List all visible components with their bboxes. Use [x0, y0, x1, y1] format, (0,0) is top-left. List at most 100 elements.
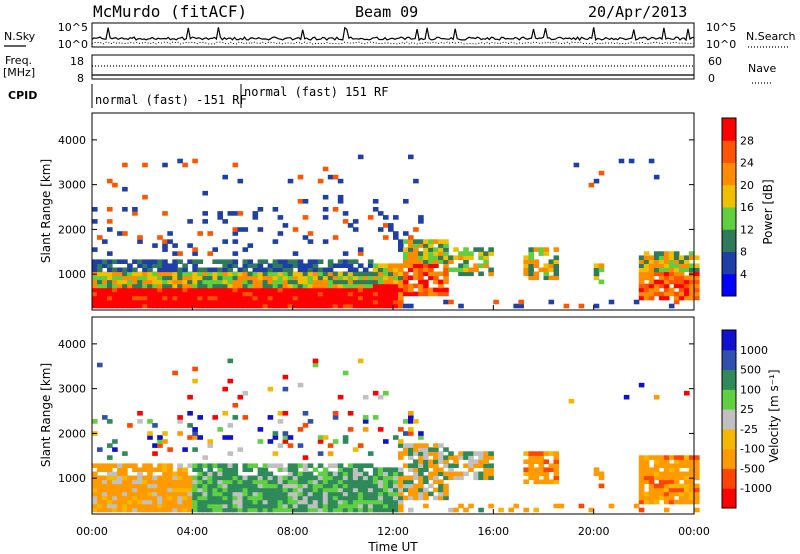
heatmap-cell	[137, 419, 143, 424]
heatmap-cell	[227, 451, 234, 456]
heatmap-cell	[287, 487, 294, 493]
heatmap-cell	[428, 259, 434, 264]
heatmap-cell	[207, 439, 213, 444]
heatmap-cell	[272, 503, 279, 509]
heatmap-cell	[152, 487, 158, 493]
heatmap-cell	[172, 495, 178, 501]
heatmap-cell	[684, 259, 690, 264]
heatmap-cell	[182, 487, 188, 493]
heatmap-cell	[438, 467, 444, 472]
heatmap-cell	[267, 483, 274, 489]
heatmap-cell	[393, 507, 399, 513]
heatmap-cell	[418, 283, 424, 289]
heatmap-cell	[182, 303, 188, 309]
heatmap-cell	[242, 483, 249, 489]
heatmap-cell	[393, 299, 399, 305]
heatmap-cell	[147, 267, 153, 273]
heatmap-cell	[423, 463, 429, 468]
heatmap-cell	[232, 162, 239, 168]
heatmap-cell	[217, 487, 223, 493]
heatmap-cell	[167, 279, 173, 285]
heatmap-cell	[337, 271, 344, 277]
heatmap-cell	[317, 178, 324, 184]
heatmap-cell	[322, 499, 329, 505]
heatmap-cell	[187, 259, 193, 264]
heatmap-cell	[357, 483, 364, 489]
heatmap-cell	[117, 295, 123, 301]
heatmap-cell	[307, 463, 314, 468]
heatmap-cell	[553, 459, 560, 464]
heatmap-cell	[648, 487, 655, 493]
heatmap-cell	[137, 287, 143, 293]
heatmap-cell	[197, 475, 203, 481]
heatmap-cell	[232, 271, 239, 277]
heatmap-cell	[292, 475, 299, 481]
heatmap-cell	[403, 419, 409, 424]
heatmap-cell	[332, 279, 339, 285]
heatmap-cell	[398, 263, 404, 268]
heatmap-cell	[663, 463, 670, 468]
heatmap-cell	[287, 471, 294, 477]
heatmap-cell	[157, 487, 163, 493]
heatmap-cell	[438, 251, 444, 256]
heatmap-cell	[543, 475, 550, 481]
heatmap-cell	[413, 259, 419, 264]
heatmap-cell	[593, 178, 600, 184]
heatmap-cell	[438, 239, 444, 244]
heatmap-cell	[643, 471, 650, 477]
heatmap-cell	[167, 495, 173, 501]
heatmap-cell	[192, 158, 198, 164]
heatmap-cell	[212, 475, 218, 481]
heatmap-cell	[413, 247, 419, 252]
heatmap-cell	[112, 259, 118, 264]
heatmap-cell	[152, 279, 158, 285]
heatmap-cell	[393, 487, 399, 493]
heatmap-cell	[167, 267, 173, 273]
heatmap-cell	[237, 495, 244, 501]
heatmap-cell	[684, 275, 690, 281]
heatmap-cell	[423, 251, 429, 256]
heatmap-cell	[302, 499, 309, 505]
heatmap-cell	[252, 215, 259, 220]
heatmap-cell	[433, 443, 439, 448]
heatmap-cell	[92, 287, 98, 293]
heatmap-cell	[433, 247, 439, 252]
heatmap-cell	[653, 455, 660, 460]
heatmap-cell	[222, 219, 228, 224]
heatmap-cell	[443, 487, 449, 493]
heatmap-cell	[453, 267, 459, 273]
heatmap-cell	[162, 243, 168, 248]
heatmap-cell	[107, 279, 113, 285]
heatmap-cell	[423, 279, 429, 285]
heatmap-cell	[197, 259, 203, 264]
heatmap-cell	[638, 271, 645, 277]
heatmap-cell	[282, 263, 289, 268]
heatmap-cell	[282, 499, 289, 505]
heatmap-cell	[272, 291, 279, 297]
heatmap-cell	[553, 503, 560, 509]
heatmap-cell	[132, 491, 138, 497]
heatmap-cell	[678, 491, 685, 497]
heatmap-cell	[122, 275, 128, 281]
heatmap-cell	[588, 182, 595, 188]
heatmap-cell	[177, 291, 183, 297]
heatmap-cell	[458, 475, 464, 481]
heatmap-cell	[132, 291, 138, 297]
heatmap-cell	[292, 479, 299, 485]
heatmap-cell	[247, 271, 254, 277]
heatmap-cell	[317, 475, 324, 481]
heatmap-cell	[648, 483, 655, 489]
heatmap-cell	[277, 295, 284, 301]
heatmap-cell	[528, 459, 534, 464]
heatmap-cell	[633, 503, 640, 509]
heatmap-cell	[653, 467, 660, 472]
heatmap-cell	[297, 275, 304, 281]
heatmap-cell	[142, 259, 148, 264]
heatmap-cell	[593, 263, 600, 268]
x-tick-label: 08:00	[277, 525, 309, 538]
heatmap-cell	[342, 279, 349, 285]
heatmap-cell	[438, 491, 444, 497]
heatmap-cell	[232, 499, 239, 505]
heatmap-cell	[423, 255, 429, 260]
heatmap-cell	[307, 299, 314, 305]
